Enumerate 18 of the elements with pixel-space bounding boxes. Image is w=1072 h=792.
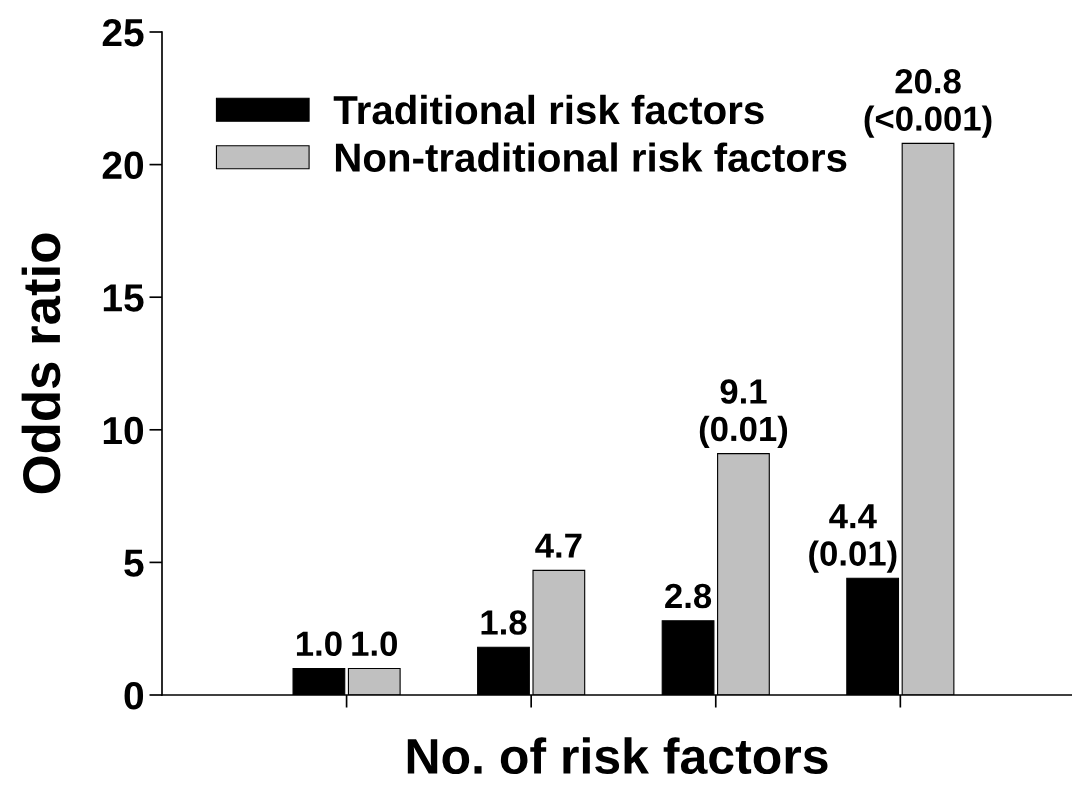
y-tick-label: 20 — [102, 151, 144, 180]
data-label: 4.7 — [535, 533, 582, 558]
y-axis-title: Odds ratio — [21, 233, 61, 494]
data-label: 1.8 — [481, 610, 527, 635]
legend-label: Non-traditional risk factors — [335, 142, 847, 172]
legend-label: Traditional risk factors — [333, 94, 764, 125]
data-label: 1.0 — [352, 631, 397, 657]
data-label: 1.0 — [296, 631, 342, 657]
x-axis-title: No. of risk factors — [407, 737, 828, 775]
data-label: 4.4 (0.01) — [809, 504, 897, 573]
y-tick-label: 25 — [102, 18, 144, 47]
data-label: 20.8 (<0.001) — [864, 68, 992, 138]
y-tick-label: 15 — [103, 284, 144, 312]
data-label: 9.1 (0.01) — [699, 379, 788, 449]
y-tick-label: 10 — [103, 416, 144, 445]
data-label: 2.8 — [665, 583, 712, 609]
y-tick-label: 5 — [124, 549, 144, 577]
y-tick-label: 0 — [124, 681, 144, 710]
